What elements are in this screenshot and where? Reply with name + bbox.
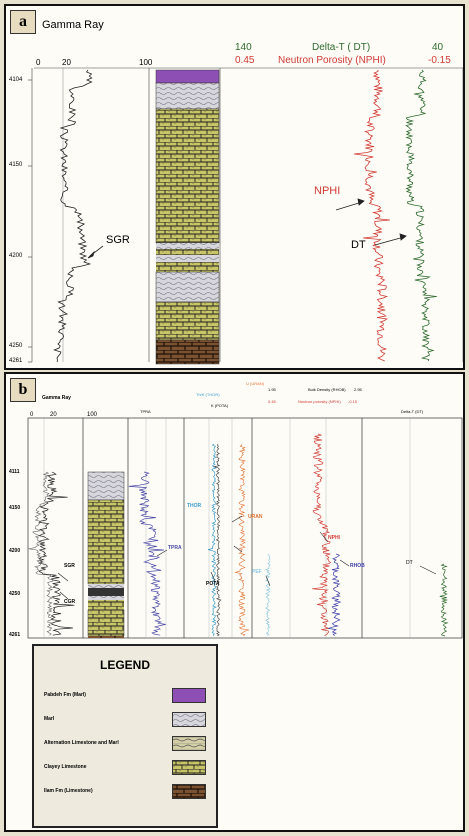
lithology-column-a: [155, 69, 220, 365]
legend-label: Alternation Limestone and Marl: [44, 740, 119, 746]
panel-a: a Gamma Ray 0 20 100 140 0.45 Delta-T ( …: [4, 4, 465, 370]
dt-curve-b: [439, 563, 449, 637]
sgr-annotation-b: SGR: [64, 563, 75, 569]
depth-4261: 4261: [9, 358, 23, 364]
dt-title: Delta-T ( DT): [312, 42, 371, 53]
uran-annotation-b: URAN: [248, 514, 263, 520]
panel-b-label: b: [10, 378, 36, 402]
nphi-scale-min-b: 0.45: [268, 399, 276, 404]
legend-item-alternation: Alternation Limestone and Marl: [44, 736, 214, 752]
legend-label: Pabdeh Fm (Marl): [44, 692, 86, 698]
legend-item-marl: Marl: [44, 712, 214, 728]
tpra-header: TPRA: [140, 409, 151, 414]
depth-4104: 4104: [9, 77, 23, 83]
rhob-scale-max: 2.95: [354, 387, 362, 392]
nphi-title: Neutron Porosity (NPHI): [278, 55, 386, 66]
rhob-header: Bulk Density (RHOB): [308, 387, 346, 392]
nphi-scale-max: -0.15: [428, 55, 451, 66]
legend-label: Clayey Limestone: [44, 764, 87, 770]
legend-item-ilam: Ilam Fm (Limestone): [44, 784, 214, 800]
depth-b-4250: 4250: [9, 591, 21, 597]
nphi-curve-a: [354, 69, 390, 362]
pota-curve-b: [213, 443, 222, 637]
gamma-scale-20: 20: [62, 58, 71, 67]
gamma-scale-0-b: 0: [30, 412, 34, 418]
depth-4150: 4150: [9, 162, 23, 168]
thor-curve-b: [208, 443, 217, 636]
gamma-ray-curve-a: [53, 69, 93, 363]
legend-item-clayey: Clayey Limestone: [44, 760, 214, 776]
depth-4250: 4250: [9, 343, 23, 349]
cgr-annotation-b: CGR: [64, 599, 76, 605]
thor-header: Th/K (THOR): [196, 392, 220, 397]
depth-b-4150: 4150: [9, 505, 21, 511]
depth-b-4200: 4200: [9, 548, 21, 554]
tpra-curve-b: [128, 471, 166, 636]
dt-annotation-b: DT: [406, 560, 413, 566]
depth-b-4261: 4261: [9, 632, 21, 638]
panel-b-log-plot: [27, 417, 463, 639]
nphi-annotation-b: NPHI: [328, 535, 340, 541]
depth-b-4111: 4111: [9, 469, 20, 475]
legend-swatch-alternation: [172, 736, 206, 751]
nphi-scale-min: 0.45: [235, 55, 255, 66]
panel-a-label: a: [10, 10, 36, 34]
nphi-curve-b: [312, 433, 332, 636]
gamma-ray-title: Gamma Ray: [42, 19, 104, 31]
pota-annotation-b: POTA: [206, 581, 220, 587]
depth-4200: 4200: [9, 253, 23, 259]
lithology-column-b: [87, 471, 125, 638]
legend-title: LEGEND: [99, 658, 150, 672]
uran-curve-b: [235, 443, 250, 637]
tpra-annotation-b: TPRA: [168, 545, 182, 551]
cgr-curve-b: [28, 471, 54, 636]
pef-annotation-b: PEF: [252, 569, 262, 575]
gamma-scale-100: 100: [139, 58, 153, 67]
uran-header: U (URAN): [246, 381, 264, 386]
dt-header-b: Delta-T (DT): [401, 409, 424, 414]
panel-b: b Gamma Ray 0 20 100 TPRA Th/K (THOR) U …: [4, 372, 465, 832]
legend-swatch-pabdeh: [172, 688, 206, 703]
pota-header: K (POTA): [211, 403, 229, 408]
dt-scale-min: 140: [235, 42, 252, 53]
thor-annotation-b: THOR: [187, 503, 202, 509]
dt-scale-max: 40: [432, 42, 444, 53]
rhob-annotation-b: RHOB: [350, 563, 365, 569]
legend: LEGEND Pabdeh Fm (Marl) Marl Alternation…: [32, 644, 218, 828]
legend-label: Marl: [44, 716, 55, 722]
legend-swatch-clayey: [172, 760, 206, 775]
pef-curve-b: [265, 553, 271, 636]
nphi-header-b: Neutron porosity (NPHI): [298, 399, 341, 404]
panel-a-log-plot: [28, 67, 463, 365]
nphi-annotation: NPHI: [314, 185, 341, 197]
gamma-scale-0: 0: [36, 58, 41, 67]
dt-annotation: DT: [351, 239, 366, 251]
rhob-curve-b: [328, 553, 342, 636]
legend-swatch-marl: [172, 712, 206, 727]
gamma-ray-title-b: Gamma Ray: [42, 395, 71, 401]
sgr-curve-b: [37, 471, 75, 636]
rhob-scale-min: 1.95: [268, 387, 276, 392]
nphi-scale-max-b: -0.15: [348, 399, 358, 404]
legend-item-pabdeh: Pabdeh Fm (Marl): [44, 688, 214, 704]
dt-curve-a: [405, 69, 437, 362]
legend-label: Ilam Fm (Limestone): [44, 788, 93, 794]
gamma-scale-100-b: 100: [87, 412, 98, 418]
legend-swatch-ilam: [172, 784, 206, 799]
sgr-annotation: SGR: [106, 234, 130, 246]
gamma-scale-20-b: 20: [50, 412, 57, 418]
